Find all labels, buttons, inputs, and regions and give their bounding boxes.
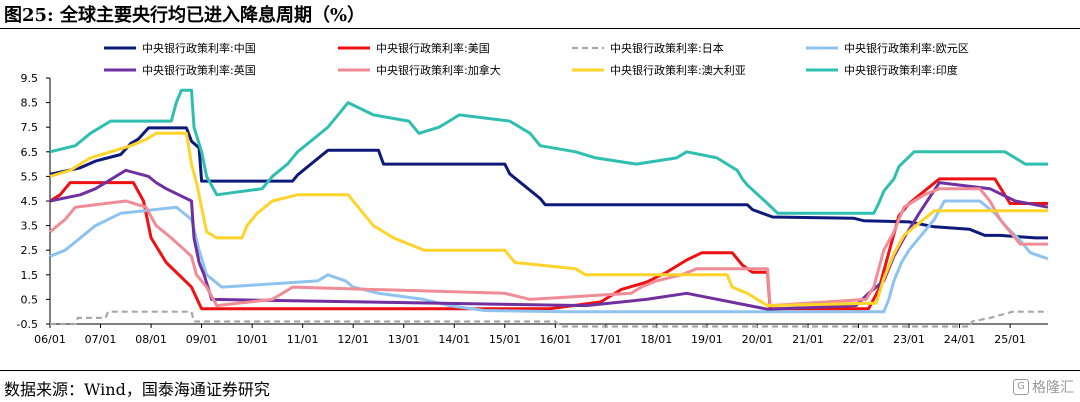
y-tick-label: 0.5 (21, 293, 39, 306)
x-tick-label: 06/01 (34, 333, 66, 346)
source-divider (0, 370, 1080, 371)
y-tick-label: 4.5 (21, 195, 39, 208)
x-tick-label: 25/01 (994, 333, 1026, 346)
x-tick-label: 16/01 (539, 333, 571, 346)
x-tick-label: 17/01 (590, 333, 622, 346)
legend-label-4: 中央银行政策利率:英国 (142, 63, 256, 77)
watermark-text: 格隆汇 (1032, 380, 1074, 396)
x-tick-label: 21/01 (792, 333, 824, 346)
watermark: G 格隆汇 (1013, 377, 1074, 397)
y-tick-label: 7.5 (21, 121, 39, 134)
legend-label-1: 中央银行政策利率:美国 (376, 41, 490, 55)
legend-label-5: 中央银行政策利率:加拿大 (376, 63, 501, 77)
y-tick-label: 1.5 (21, 269, 39, 282)
series-line-7 (49, 88, 1048, 215)
series-line-0 (49, 126, 1048, 240)
source-note: 数据来源：Wind，国泰海通证券研究 (4, 380, 270, 399)
series-line-6 (49, 131, 1048, 308)
x-tick-label: 20/01 (742, 333, 774, 346)
series-line-4 (49, 168, 1049, 311)
x-tick-label: 11/01 (287, 333, 319, 346)
x-tick-label: 13/01 (388, 333, 420, 346)
x-tick-label: 15/01 (489, 333, 521, 346)
x-tick-label: 19/01 (691, 333, 723, 346)
watermark-logo-icon: G (1013, 379, 1029, 395)
x-tick-label: 23/01 (893, 333, 925, 346)
legend-label-2: 中央银行政策利率:日本 (610, 41, 724, 55)
legend-label-0: 中央银行政策利率:中国 (142, 41, 256, 55)
y-tick-label: 9.5 (21, 72, 39, 85)
y-tick-label: -0.5 (17, 318, 38, 331)
legend-label-3: 中央银行政策利率:欧元区 (844, 41, 969, 55)
x-tick-label: 12/01 (337, 333, 369, 346)
legend-label-6: 中央银行政策利率:澳大利亚 (610, 63, 746, 77)
chart-title: 图25: 全球主要央行均已进入降息周期（%） (4, 5, 366, 26)
x-tick-label: 10/01 (236, 333, 268, 346)
x-tick-label: 14/01 (438, 333, 470, 346)
x-tick-label: 18/01 (641, 333, 673, 346)
y-tick-label: 3.5 (21, 220, 39, 233)
y-tick-label: 2.5 (21, 244, 39, 257)
x-tick-label: 22/01 (843, 333, 875, 346)
y-tick-label: 6.5 (21, 146, 39, 159)
x-tick-label: 09/01 (186, 333, 218, 346)
legend-label-7: 中央银行政策利率:印度 (844, 63, 958, 77)
series-line-3 (49, 199, 1049, 314)
x-tick-label: 24/01 (944, 333, 976, 346)
series-line-1 (49, 177, 1048, 311)
series-line-5 (49, 187, 1048, 308)
line-chart: -0.5 0.5 1.5 2.5 3.5 4.5 5.5 6.5 7.5 8.5 9.5 06/01 0… (17, 41, 1049, 346)
x-tick-label: 07/01 (85, 333, 117, 346)
x-tick-label: 08/01 (135, 333, 167, 346)
y-tick-label: 8.5 (21, 97, 39, 110)
series-line-2 (50, 310, 1048, 328)
y-tick-label: 5.5 (21, 170, 39, 183)
title-divider (0, 28, 1080, 29)
